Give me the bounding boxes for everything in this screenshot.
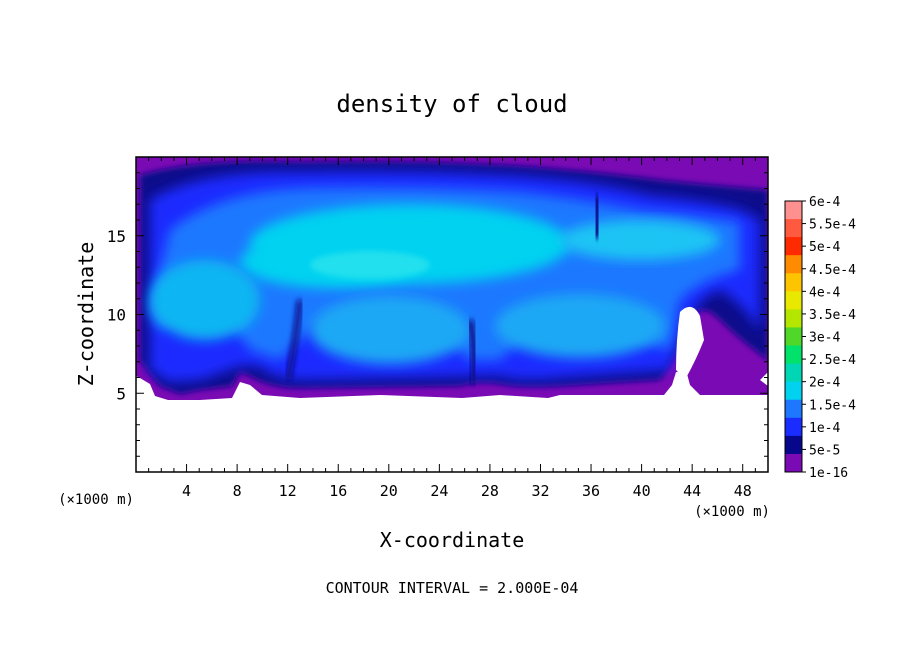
x-tick-label: 20 — [380, 482, 398, 500]
colorbar-swatch — [785, 399, 802, 419]
y-axis-label: Z-coordinate — [74, 242, 98, 387]
colorbar-label: 1.5e-4 — [809, 398, 856, 413]
colorbar-label: 1e-4 — [809, 421, 840, 436]
cloud-bubble-mid-left — [310, 296, 470, 364]
cloud-core-right — [560, 220, 720, 260]
x-unit-right: (×1000 m) — [694, 504, 770, 520]
clear-gap-right — [676, 306, 704, 378]
colorbar-swatch — [785, 273, 802, 292]
cloud-bubble-mid-right — [495, 294, 665, 358]
colorbar-swatch — [785, 237, 802, 256]
x-tick-label: 32 — [531, 482, 549, 500]
contour-interval-note: CONTOUR INTERVAL = 2.000E-04 — [326, 579, 579, 597]
clear-gap-bottom — [136, 400, 768, 472]
cloud-bubble-left — [150, 260, 260, 340]
colorbar-label: 3e-4 — [809, 331, 840, 346]
colorbar-swatch — [785, 435, 802, 455]
colorbar-swatch — [785, 417, 802, 437]
colorbar-label: 2e-4 — [809, 376, 840, 391]
colorbar-label: 3.5e-4 — [809, 308, 856, 323]
x-tick-label: 48 — [734, 482, 752, 500]
x-tick-label: 8 — [233, 482, 242, 500]
x-axis-label: X-coordinate — [380, 528, 525, 552]
cell-divider-2 — [466, 319, 478, 385]
colorbar-swatch — [785, 291, 802, 310]
colorbar-swatch — [785, 327, 802, 347]
colorbar-label: 4e-4 — [809, 285, 840, 300]
colorbar-swatch — [785, 309, 802, 328]
x-unit-left: (×1000 m) — [58, 492, 134, 508]
chart-title: density of cloud — [336, 90, 567, 118]
colorbar-swatch — [785, 255, 802, 274]
x-tick-label: 44 — [683, 482, 701, 500]
colorbar-label: 2.5e-4 — [809, 353, 856, 368]
colorbar-swatch — [785, 201, 802, 220]
colorbar: 6e-4 5.5e-4 5e-4 4.5e-4 4e-4 3.5e-4 3e-4 2.5e-4… — [784, 195, 856, 481]
x-tick-label: 4 — [182, 482, 191, 500]
cloud-bright-patch — [310, 251, 430, 279]
colorbar-label: 4.5e-4 — [809, 263, 856, 278]
colorbar-label: 5e-4 — [809, 240, 840, 255]
y-tick-label: 10 — [107, 306, 126, 325]
colorbar-swatch — [785, 363, 802, 383]
colorbar-label: 5.5e-4 — [809, 218, 856, 233]
colorbar-label: 1e-16 — [809, 466, 848, 481]
colorbar-swatch — [785, 345, 802, 365]
colorbar-label: 5e-5 — [809, 443, 840, 458]
colorbar-swatch — [785, 219, 802, 238]
y-tick-label: 15 — [107, 227, 126, 246]
cell-divider-1 — [285, 299, 303, 381]
x-tick-label: 36 — [582, 482, 600, 500]
colorbar-swatch — [785, 381, 802, 401]
x-tick-label: 40 — [633, 482, 651, 500]
colorbar-label: 6e-4 — [809, 195, 840, 210]
x-tick-label: 12 — [279, 482, 297, 500]
y-tick-label: 5 — [116, 384, 126, 403]
x-axis-ticks: 4 8 12 16 20 24 28 32 36 40 44 48 — [148, 157, 756, 500]
cell-divider-3 — [591, 194, 603, 240]
y-axis-ticks: 5 10 15 — [107, 172, 768, 457]
x-tick-label: 24 — [430, 482, 448, 500]
x-tick-label: 28 — [481, 482, 499, 500]
colorbar-swatch — [785, 453, 802, 473]
x-tick-label: 16 — [329, 482, 347, 500]
heatmap-field — [136, 157, 768, 472]
